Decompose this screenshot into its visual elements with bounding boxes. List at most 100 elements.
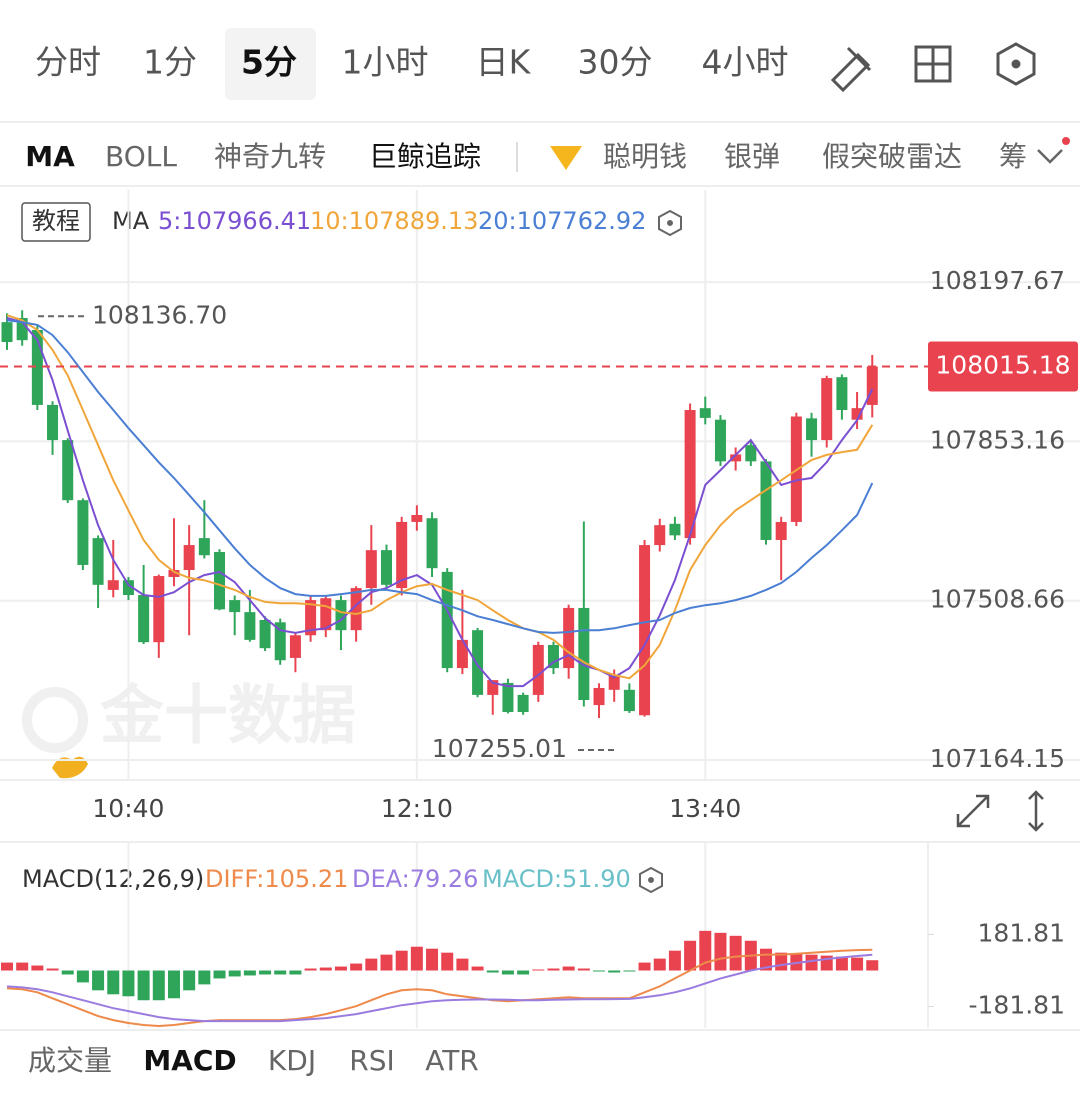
bottom-tab[interactable]: ATR <box>425 1044 479 1077</box>
candle-body <box>16 317 28 341</box>
tab[interactable]: 4小时 <box>702 43 789 82</box>
macd-bar <box>441 952 454 971</box>
indicator-tab[interactable]: 聪明钱 <box>603 140 687 173</box>
tab[interactable]: 日K <box>476 43 532 82</box>
candle-body <box>305 600 317 636</box>
candle-body <box>244 612 256 640</box>
settings-icon[interactable] <box>639 866 663 894</box>
candle-body <box>1 322 13 343</box>
indicator-tab[interactable]: 假突破雷达 <box>822 140 962 173</box>
macd-bar <box>380 954 393 971</box>
tutorial[interactable]: 教程 <box>32 207 80 235</box>
macd-bar <box>835 956 848 971</box>
macd-bar <box>668 950 681 971</box>
tab[interactable]: 30分 <box>578 43 653 82</box>
tab[interactable]: 1分 <box>143 43 197 82</box>
watermark-logo <box>22 687 88 753</box>
legend-entry: DIFF:105.21 <box>205 865 348 893</box>
toolbar-icons[interactable] <box>830 42 1036 93</box>
tab[interactable]: 1小时 <box>342 43 429 82</box>
x-tick-label: 10:40 <box>92 794 164 823</box>
candle-body <box>229 600 241 613</box>
candle-body <box>608 675 620 690</box>
candle-body <box>168 570 180 577</box>
macd-bar <box>426 948 439 971</box>
legend-title: MA <box>112 207 150 235</box>
candle-body <box>77 500 89 565</box>
ma-line <box>6 314 874 680</box>
macd-bar <box>623 970 636 972</box>
macd-bar <box>319 967 332 971</box>
macd-bar <box>137 970 150 1001</box>
macd-bar <box>547 968 560 971</box>
indicator-tab[interactable]: MA <box>25 140 75 173</box>
settings-icon[interactable] <box>658 209 682 237</box>
macd-bar <box>350 963 363 971</box>
macd-bar <box>16 962 29 971</box>
candle-body <box>183 545 195 571</box>
y-tick-label: 107164.15 <box>930 744 1065 773</box>
indicator-tab[interactable]: 神奇九转 <box>214 140 326 173</box>
bottom-tab[interactable]: RSI <box>349 1044 395 1077</box>
high-marker-label: 108136.70 <box>92 300 227 329</box>
macd-bar <box>46 968 59 971</box>
bottom-tab[interactable]: 成交量 <box>28 1044 112 1077</box>
last-price-label: 108015.18 <box>935 350 1070 379</box>
candle-body <box>396 521 408 589</box>
macd-bar <box>805 954 818 971</box>
indicator-tab[interactable]: 筹 <box>999 140 1027 173</box>
indicator-tab[interactable]: BOLL <box>105 140 177 173</box>
tab[interactable]: 分时 <box>35 43 101 82</box>
y-tick-label: 107853.16 <box>930 425 1065 454</box>
y-tick-label: -181.81 <box>969 991 1066 1020</box>
tab-active[interactable]: 5分 <box>241 43 297 82</box>
macd-bar <box>866 960 879 971</box>
candle-body <box>745 445 757 462</box>
candle-body <box>487 680 499 695</box>
macd-bar <box>653 958 666 971</box>
candle-body <box>441 571 453 669</box>
candle-body <box>138 595 150 643</box>
macd-bar <box>122 970 135 997</box>
candle-body <box>639 545 651 716</box>
candle-body <box>563 607 575 669</box>
x-tick-label: 13:40 <box>669 794 741 823</box>
candle-body <box>532 644 544 695</box>
bottom-tab[interactable]: KDJ <box>268 1044 316 1077</box>
bottom-tab[interactable]: MACD <box>143 1044 236 1077</box>
badge <box>1062 137 1070 145</box>
mascot <box>52 756 88 779</box>
macd-line <box>6 948 873 1028</box>
indicator-tab[interactable]: 巨鲸追踪 <box>369 140 481 173</box>
indicator-tab[interactable]: 银弹 <box>724 140 780 173</box>
watermark: 金十数据 <box>99 680 356 754</box>
zoom-icons[interactable] <box>956 790 1044 832</box>
candle-body <box>426 518 438 569</box>
candle-body <box>714 419 726 462</box>
candle-body <box>122 580 134 596</box>
candle-body <box>92 538 104 585</box>
macd-bar <box>259 970 272 975</box>
candle-body <box>806 418 818 441</box>
macd-bar <box>61 970 74 975</box>
y-tick-label: 108197.67 <box>930 266 1065 295</box>
tutorial-box[interactable] <box>21 202 91 242</box>
candle-body <box>684 410 696 539</box>
macd-bar <box>289 970 302 975</box>
more-icon[interactable] <box>1037 149 1063 164</box>
macd-bar <box>365 958 378 971</box>
candle-body <box>335 600 347 631</box>
macd-bar <box>714 932 727 971</box>
macd-bar <box>228 970 241 977</box>
macd-bar <box>608 970 621 973</box>
macd-bar <box>304 968 317 971</box>
candle-body <box>851 408 863 420</box>
candle-body <box>699 408 711 418</box>
y-tick-label: 107508.66 <box>930 585 1065 614</box>
candle-body <box>47 404 59 441</box>
macd-bar <box>198 970 211 985</box>
candle-body <box>153 576 165 643</box>
diamond-icon <box>550 146 582 170</box>
candle-body <box>350 588 362 631</box>
legend-entry: MACD:51.90 <box>482 865 631 893</box>
